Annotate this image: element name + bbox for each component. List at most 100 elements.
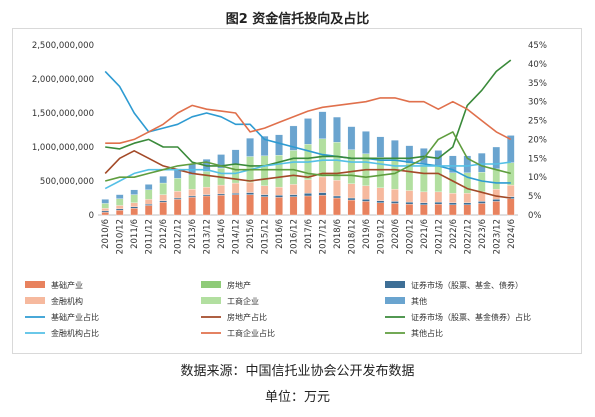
bar-segment xyxy=(463,204,472,216)
chart-frame: 0 500,000,000 1,000,000,000 1,500,000,000 2,… xyxy=(12,28,582,354)
bar-segment xyxy=(492,199,501,202)
x-tick-label: 2017/12 xyxy=(318,219,328,254)
x-tick-label: 2021/6 xyxy=(420,219,430,249)
bar-segment xyxy=(144,184,153,190)
bar-segment xyxy=(289,196,298,216)
series-line xyxy=(104,70,511,184)
bar-segment xyxy=(318,111,327,139)
bar-segment xyxy=(492,168,501,190)
y-right-tick-label: 40% xyxy=(528,60,547,70)
bar-segment xyxy=(304,118,312,145)
bar-segment xyxy=(260,155,269,186)
bar-segment xyxy=(144,203,153,206)
bar-segment xyxy=(391,203,399,216)
y-right-tick-label: 5% xyxy=(528,192,542,202)
legend-swatch xyxy=(25,297,45,304)
bar-segment xyxy=(202,195,211,216)
bar-segment xyxy=(347,126,356,150)
bar-segment xyxy=(289,125,298,151)
bar-segment xyxy=(159,182,167,195)
x-tick-label: 2015/6 xyxy=(246,219,256,249)
bar-segment xyxy=(246,138,254,157)
bar-segment xyxy=(101,210,110,213)
bar-segment xyxy=(130,194,138,203)
bar-segment xyxy=(304,179,312,194)
bar-segment xyxy=(173,168,182,179)
bar-segment xyxy=(420,202,428,205)
bar-segment xyxy=(217,195,225,216)
x-tick-label: 2011/6 xyxy=(130,219,140,249)
bar-segment xyxy=(333,116,341,143)
x-tick-label: 2014/6 xyxy=(217,219,227,249)
bar-segment xyxy=(188,189,196,197)
bar-segment xyxy=(115,205,124,210)
y-left-tick-label: 1,000,000,000 xyxy=(32,143,94,153)
bar-segment xyxy=(144,205,153,216)
bar-segment xyxy=(231,149,240,165)
bar-segment xyxy=(362,199,370,202)
legend-label: 工商企业占比 xyxy=(227,328,275,338)
x-tick-label: 2011/12 xyxy=(145,219,155,254)
y-right-tick-label: 35% xyxy=(528,79,547,89)
bar-segment xyxy=(289,150,298,185)
bar-segment xyxy=(434,165,443,193)
legend-label: 证券市场（股票、基金、债券） xyxy=(411,280,523,290)
series-line xyxy=(104,150,511,199)
x-tick-label: 2010/12 xyxy=(116,219,126,254)
bar-segment xyxy=(492,189,501,200)
bar-segment xyxy=(434,201,443,205)
series-line xyxy=(104,131,511,182)
bar-segment xyxy=(159,176,167,184)
y-left-tick-label: 2,000,000,000 xyxy=(32,75,94,85)
x-tick-label: 2023/6 xyxy=(478,219,488,249)
bar-segment xyxy=(492,146,501,169)
bar-segment xyxy=(506,184,515,197)
bar-segment xyxy=(115,194,124,199)
legend-swatch xyxy=(201,281,221,288)
x-tick-label: 2016/12 xyxy=(290,219,300,254)
y-right-tick-label: 45% xyxy=(528,41,547,51)
bar-segment xyxy=(217,193,225,196)
x-tick-label: 2017/6 xyxy=(304,219,314,249)
legend-label: 房地产占比 xyxy=(227,312,267,322)
bar-segment xyxy=(405,203,414,216)
bar-segment xyxy=(333,180,341,197)
bar-segment xyxy=(449,204,457,216)
bar-segment xyxy=(260,185,269,195)
bar-segment xyxy=(173,191,182,199)
y-left-tick-label: 0 xyxy=(89,211,94,221)
bar-segment xyxy=(260,194,269,197)
x-tick-label: 2013/12 xyxy=(203,219,213,254)
bar-segment xyxy=(202,186,211,195)
bar-segment xyxy=(391,201,399,204)
bar-segment xyxy=(130,208,138,216)
chart-svg: 0 500,000,000 1,000,000,000 1,500,000,000 2,… xyxy=(25,41,547,338)
bar-segment xyxy=(115,208,124,211)
legend-label: 房地产 xyxy=(227,280,251,290)
bar-segment xyxy=(188,195,196,198)
bar-segment xyxy=(362,201,370,216)
x-tick-label: 2014/12 xyxy=(232,219,242,254)
bar-segment xyxy=(420,164,428,193)
bar-segment xyxy=(304,193,312,197)
x-tick-label: 2023/12 xyxy=(492,219,502,254)
figure-title: 图2 资金信托投向及占比 xyxy=(225,12,370,27)
bar-segment xyxy=(202,171,211,188)
bar-segment xyxy=(202,194,211,197)
bar-segment xyxy=(318,195,327,216)
bar-segment xyxy=(188,197,196,216)
source-note: 数据来源：中国信托业协会公开发布数据 xyxy=(180,364,415,379)
bar-segment xyxy=(376,136,385,158)
legend-swatch xyxy=(385,297,405,304)
bar-segment xyxy=(304,195,312,216)
bar-segment xyxy=(144,199,153,205)
bar-segment xyxy=(318,192,327,196)
x-tick-label: 2018/6 xyxy=(333,219,343,249)
bar-segment xyxy=(115,198,124,206)
legend-label: 证券市场（股票、基金债券）占比 xyxy=(411,312,531,322)
y-left-tick-label: 2,500,000,000 xyxy=(32,41,94,51)
bar-segment xyxy=(217,154,225,169)
y-left-tick-label: 500,000,000 xyxy=(40,177,94,187)
bar-segment xyxy=(159,201,167,216)
legend-swatch xyxy=(385,281,405,288)
